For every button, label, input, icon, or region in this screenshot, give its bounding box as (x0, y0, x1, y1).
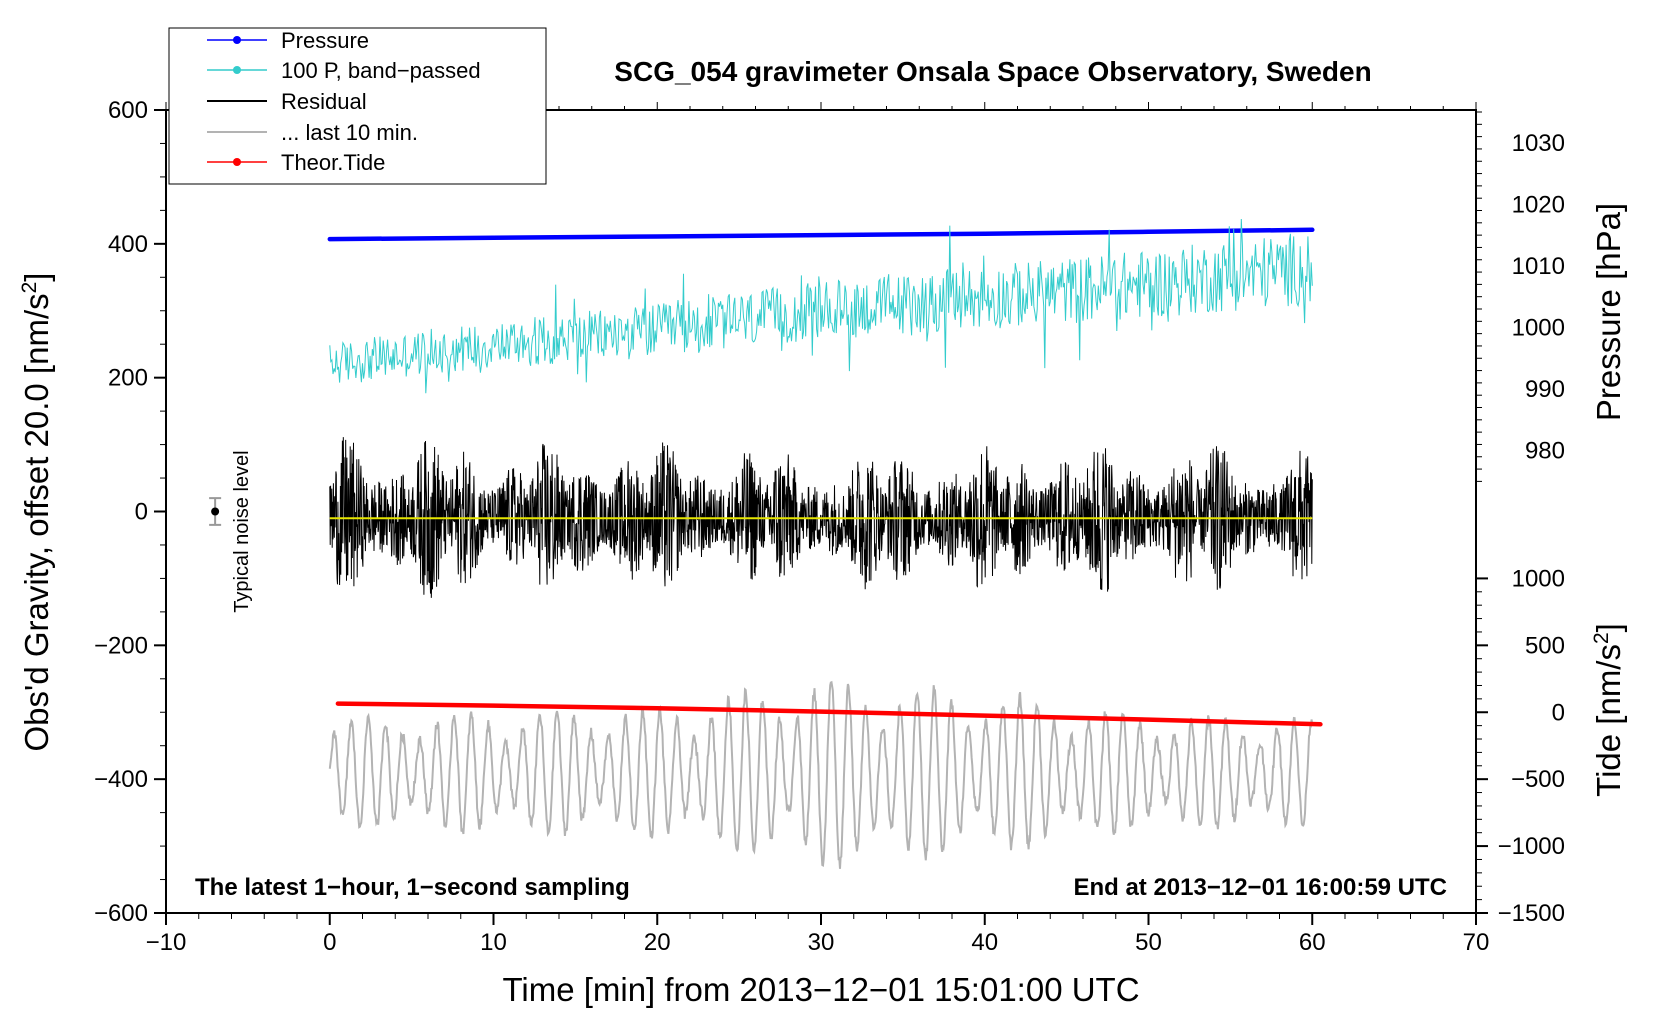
x-axis-label: Time [min] from 2013−12−01 15:01:00 UTC (502, 971, 1139, 1008)
chart-title: SCG_054 gravimeter Onsala Space Observat… (614, 56, 1371, 87)
y-axis-left-label-text: Obs'd Gravity, offset 20.0 [nm/s (18, 293, 55, 751)
x-tick-label: 60 (1299, 929, 1326, 956)
y-tick-label: −200 (94, 632, 148, 659)
legend-item-last10: ... last 10 min. (207, 120, 418, 145)
y-tick-label: 600 (108, 97, 148, 124)
legend-item-tide: Theor.Tide (207, 150, 385, 175)
series-100-p-band-passed (329, 218, 1313, 394)
series-residual (329, 437, 1313, 598)
tide-tick-label: −1500 (1498, 900, 1565, 927)
y-tick-label: 200 (108, 365, 148, 392)
pressure-tick-label: 1020 (1512, 191, 1565, 218)
annotation-end-time: End at 2013−12−01 16:00:59 UTC (1073, 874, 1447, 901)
legend-label-tide: Theor.Tide (281, 150, 385, 175)
legend-marker-bandpassed (233, 66, 241, 74)
legend-label-pressure: Pressure (281, 28, 369, 53)
series-layer (327, 218, 1323, 869)
legend-item-pressure: Pressure (207, 28, 369, 53)
noise-marker: Typical noise level (209, 450, 253, 613)
legend-label-residual: Residual (281, 89, 367, 114)
x-tick-label: 50 (1135, 929, 1162, 956)
y-axis-left-label-sup: 2 (18, 282, 41, 294)
pressure-tick-label: 980 (1525, 438, 1565, 465)
tide-axis-label: Tide [nm/s2] (1590, 623, 1627, 797)
pressure-tick-label: 1030 (1512, 130, 1565, 157)
y-axis-pressure: 980 990 1000 1010 1020 1030 (1476, 111, 1565, 482)
tide-tick-label: 500 (1525, 632, 1565, 659)
legend-label-bandpassed: 100 P, band−passed (281, 58, 481, 83)
legend-box (168, 27, 547, 185)
series-theor-tide (335, 701, 1323, 727)
y-tick-label: 400 (108, 231, 148, 258)
x-tick-label: 40 (971, 929, 998, 956)
x-tick-label: 70 (1463, 929, 1490, 956)
series--last-10-min- (328, 680, 1314, 869)
series-pressure (327, 227, 1315, 242)
annotation-sampling: The latest 1−hour, 1−second sampling (195, 874, 630, 901)
x-tick-label: 30 (808, 929, 835, 956)
noise-point (211, 507, 220, 516)
y-tick-label: −600 (94, 900, 148, 927)
tide-tick-label: 0 (1552, 699, 1565, 726)
pressure-tick-label: 1000 (1512, 314, 1565, 341)
y-axis-left-label-close: ] (18, 273, 55, 282)
x-tick-label: 0 (323, 929, 336, 956)
noise-label: Typical noise level (231, 450, 253, 612)
pressure-tick-label: 990 (1525, 376, 1565, 403)
legend-item-bandpassed: 100 P, band−passed (207, 58, 481, 83)
pressure-tick-label: 1010 (1512, 253, 1565, 280)
tide-tick-label: −1000 (1498, 833, 1565, 860)
legend-label-last10: ... last 10 min. (281, 120, 418, 145)
y-tick-label: −400 (94, 766, 148, 793)
y-axis-left-label: Obs'd Gravity, offset 20.0 [nm/s2] (18, 273, 55, 752)
tide-tick-label: −500 (1511, 766, 1565, 793)
y-axis-tide: −1500 −1000 −500 0 500 1000 (1476, 565, 1565, 927)
tide-tick-label: 1000 (1512, 565, 1565, 592)
legend-item-residual: Residual (207, 89, 367, 114)
y-tick-label: 0 (135, 499, 148, 526)
y-axis-left: −600 −400 −200 0 200 400 600 (94, 97, 166, 927)
tide-axis-label-text: Tide [nm/s (1590, 644, 1627, 797)
x-tick-label: 20 (644, 929, 671, 956)
x-tick-label: −10 (146, 929, 187, 956)
legend-marker-pressure (233, 36, 241, 44)
tide-axis-label-sup: 2 (1590, 632, 1613, 644)
x-tick-label: 10 (480, 929, 507, 956)
legend-marker-tide (233, 158, 241, 166)
pressure-axis-label: Pressure [hPa] (1590, 203, 1627, 421)
tide-axis-label-close: ] (1590, 623, 1627, 632)
legend: Pressure 100 P, band−passed Residual ...… (168, 27, 547, 185)
